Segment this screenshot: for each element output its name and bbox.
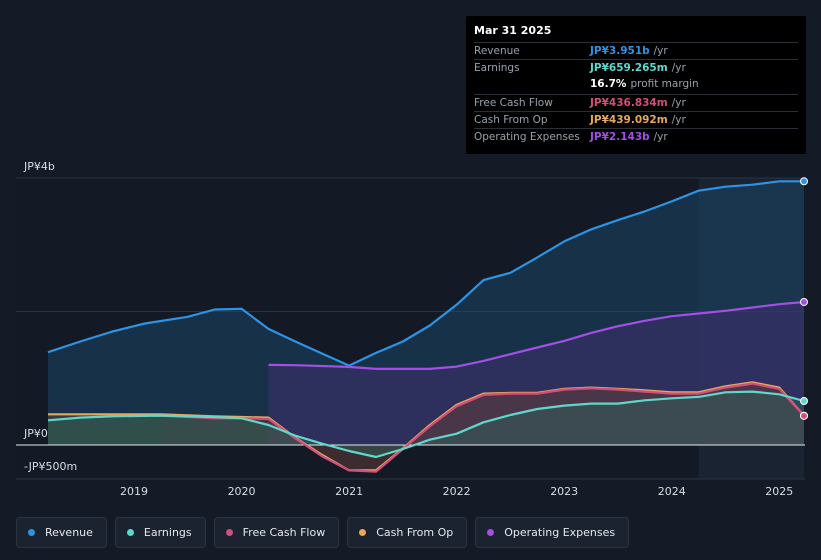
- tooltip-unit: /yr: [671, 62, 686, 75]
- tooltip-unit: profit margin: [630, 78, 699, 91]
- tooltip-date: Mar 31 2025: [474, 24, 552, 37]
- free-cash-flow-dot-icon: [225, 529, 233, 536]
- y-axis-label: JP¥4b: [23, 160, 55, 173]
- chart-legend: Revenue Earnings Free Cash Flow Cash Fro…: [16, 517, 630, 548]
- legend-label: Revenue: [45, 526, 93, 539]
- free-cash-flow-end-marker: [800, 411, 808, 420]
- revenue-area: [48, 181, 804, 446]
- tooltip-label: [474, 76, 590, 93]
- x-tick-label: 2023: [550, 485, 578, 498]
- legend-item-free-cash-flow[interactable]: Free Cash Flow: [213, 517, 340, 548]
- legend-item-operating-expenses[interactable]: Operating Expenses: [475, 517, 630, 548]
- free-cash-flow-area: [160, 383, 804, 472]
- chart-plot: JP¥4b JP¥0 -JP¥500m 2019 2020 2021 2022 2023 202…: [16, 160, 808, 498]
- tooltip-row-cfo: Cash From Op JP¥439.092m /yr: [474, 110, 798, 128]
- tooltip-value: JP¥659.265m: [590, 62, 668, 75]
- tooltip-label: Earnings: [474, 62, 520, 75]
- legend-item-revenue[interactable]: Revenue: [16, 517, 107, 548]
- tooltip-value: JP¥439.092m: [590, 113, 668, 126]
- operating-expenses-line: [268, 300, 805, 370]
- legend-label: Earnings: [143, 526, 192, 539]
- tooltip-value: JP¥436.834m: [590, 96, 668, 109]
- earnings-dot-icon: [126, 529, 134, 536]
- tooltip-unit: /yr: [653, 45, 668, 57]
- revenue-end-marker: [800, 177, 808, 186]
- x-tick-label: 2020: [228, 485, 256, 498]
- x-tick-label: 2019: [120, 485, 148, 498]
- tooltip-row-revenue: Revenue JP¥3.951b /yr: [474, 42, 798, 59]
- earnings-line: [47, 390, 805, 459]
- tooltip-row-margin: 16.7% profit margin: [474, 76, 798, 93]
- tooltip-row-fcf: Free Cash Flow JP¥436.834m /yr: [474, 93, 798, 111]
- x-tick-label: 2025: [765, 485, 793, 498]
- operating-expenses-dot-icon: [487, 529, 495, 536]
- legend-item-cash-from-op[interactable]: Cash From Op: [347, 517, 468, 548]
- legend-label: Cash From Op: [376, 526, 454, 539]
- cash-from-op-dot-icon: [359, 529, 367, 536]
- tooltip-label: Operating Expenses: [474, 130, 580, 143]
- revenue-dot-icon: [28, 529, 35, 536]
- operating-expenses-end-marker: [800, 297, 808, 306]
- tooltip-value: JP¥3.951b: [590, 45, 650, 57]
- tooltip-label: Cash From Op: [474, 113, 548, 126]
- tooltip-label: Revenue: [474, 45, 520, 57]
- tooltip-value: JP¥2.143b: [590, 130, 650, 143]
- tooltip-unit: /yr: [671, 113, 686, 126]
- tooltip-label: Free Cash Flow: [474, 96, 553, 109]
- legend-item-earnings[interactable]: Earnings: [114, 517, 206, 548]
- tooltip-row-opex: Operating Expenses JP¥2.143b /yr: [474, 127, 798, 145]
- legend-label: Operating Expenses: [504, 526, 616, 539]
- operating-expenses-area: [268, 302, 804, 445]
- earnings-area: [48, 391, 804, 457]
- revenue-line: [47, 180, 804, 367]
- earnings-end-marker: [800, 397, 808, 406]
- tooltip-unit: /yr: [671, 96, 686, 109]
- x-tick-label: 2021: [335, 485, 363, 498]
- x-tick-label: 2022: [443, 485, 471, 498]
- tooltip-unit: /yr: [653, 130, 668, 143]
- tooltip-value: 16.7%: [590, 78, 627, 91]
- x-tick-label: 2024: [658, 485, 686, 498]
- tooltip-panel: Mar 31 2025 Revenue JP¥3.951b /yr Earnin…: [466, 16, 806, 154]
- legend-label: Free Cash Flow: [242, 526, 326, 539]
- y-axis-label: JP¥0: [23, 427, 48, 440]
- tooltip-row-earnings: Earnings JP¥659.265m /yr: [474, 59, 798, 76]
- y-axis-label: -JP¥500m: [24, 460, 77, 473]
